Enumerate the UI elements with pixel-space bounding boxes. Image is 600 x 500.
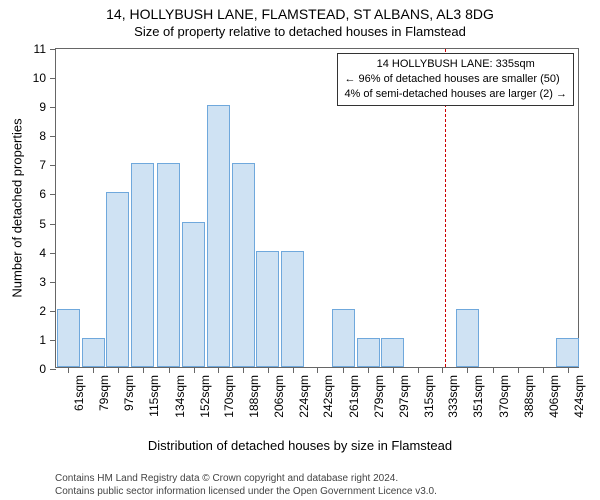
histogram-bar xyxy=(556,338,579,367)
xtick-line xyxy=(143,367,144,373)
xtick-label: 224sqm xyxy=(297,375,311,418)
xtick-label: 115sqm xyxy=(147,375,161,417)
xtick-line xyxy=(393,367,394,373)
xtick-line xyxy=(467,367,468,373)
chart-frame: 14, HOLLYBUSH LANE, FLAMSTEAD, ST ALBANS… xyxy=(0,0,600,500)
ytick-label: 11 xyxy=(34,42,56,56)
ytick-label: 1 xyxy=(39,333,56,347)
histogram-bar xyxy=(82,338,105,367)
title-line-2: Size of property relative to detached ho… xyxy=(0,24,600,39)
y-axis-label: Number of detached properties xyxy=(10,118,25,297)
xtick-label: 97sqm xyxy=(122,375,136,411)
xtick-line xyxy=(543,367,544,373)
xtick-line xyxy=(118,367,119,373)
xtick-label: 134sqm xyxy=(173,375,187,418)
annotation-larger: 4% of semi-detached houses are larger (2… xyxy=(344,87,567,102)
annotation-smaller: ← 96% of detached houses are smaller (50… xyxy=(344,72,567,87)
xtick-label: 370sqm xyxy=(497,375,511,418)
histogram-bar xyxy=(57,309,80,367)
xtick-line xyxy=(317,367,318,373)
plot-area: 0123456789101161sqm79sqm97sqm115sqm134sq… xyxy=(55,48,579,368)
annotation-title: 14 HOLLYBUSH LANE: 335sqm xyxy=(344,57,567,72)
xtick-line xyxy=(243,367,244,373)
xtick-label: 261sqm xyxy=(347,375,361,418)
histogram-bar xyxy=(357,338,380,367)
histogram-bar xyxy=(207,105,230,367)
ytick-label: 7 xyxy=(39,158,56,172)
xtick-line xyxy=(93,367,94,373)
histogram-bar xyxy=(157,163,180,367)
footer-line-1: Contains HM Land Registry data © Crown c… xyxy=(55,472,437,485)
xtick-label: 351sqm xyxy=(471,375,485,418)
xtick-line xyxy=(493,367,494,373)
histogram-bar xyxy=(232,163,255,367)
ytick-label: 10 xyxy=(33,71,56,85)
xtick-line xyxy=(218,367,219,373)
histogram-bar xyxy=(131,163,154,367)
xtick-line xyxy=(268,367,269,373)
footer-attribution: Contains HM Land Registry data © Crown c… xyxy=(55,472,437,498)
histogram-bar xyxy=(332,309,355,367)
ytick-label: 4 xyxy=(39,246,56,260)
ytick-label: 9 xyxy=(39,100,56,114)
histogram-bar xyxy=(456,309,479,367)
xtick-line xyxy=(293,367,294,373)
ytick-label: 3 xyxy=(39,275,56,289)
xtick-line xyxy=(368,367,369,373)
xtick-line xyxy=(169,367,170,373)
xtick-line xyxy=(568,367,569,373)
histogram-bar xyxy=(381,338,404,367)
xtick-label: 279sqm xyxy=(372,375,386,418)
xtick-label: 424sqm xyxy=(572,375,586,418)
histogram-bar xyxy=(256,251,279,367)
xtick-line xyxy=(442,367,443,373)
footer-line-2: Contains public sector information licen… xyxy=(55,485,437,498)
xtick-label: 170sqm xyxy=(222,375,236,418)
xtick-line xyxy=(194,367,195,373)
annotation-box: 14 HOLLYBUSH LANE: 335sqm← 96% of detach… xyxy=(337,53,574,106)
ytick-label: 6 xyxy=(39,187,56,201)
ytick-label: 0 xyxy=(39,362,56,376)
xtick-line xyxy=(68,367,69,373)
xtick-label: 206sqm xyxy=(272,375,286,418)
histogram-bar xyxy=(182,222,205,367)
xtick-label: 297sqm xyxy=(397,375,411,418)
ytick-label: 5 xyxy=(39,217,56,231)
x-axis-label: Distribution of detached houses by size … xyxy=(0,438,600,453)
histogram-bar xyxy=(106,192,129,367)
xtick-line xyxy=(518,367,519,373)
xtick-label: 79sqm xyxy=(97,375,111,411)
xtick-label: 315sqm xyxy=(422,375,436,418)
xtick-label: 61sqm xyxy=(72,375,86,411)
ytick-label: 8 xyxy=(39,129,56,143)
xtick-label: 388sqm xyxy=(522,375,536,418)
xtick-line xyxy=(343,367,344,373)
histogram-bar xyxy=(281,251,304,367)
xtick-label: 242sqm xyxy=(321,375,335,418)
ytick-label: 2 xyxy=(39,304,56,318)
xtick-label: 188sqm xyxy=(247,375,261,418)
xtick-label: 152sqm xyxy=(198,375,212,418)
xtick-line xyxy=(418,367,419,373)
xtick-label: 406sqm xyxy=(547,375,561,418)
title-line-1: 14, HOLLYBUSH LANE, FLAMSTEAD, ST ALBANS… xyxy=(0,6,600,22)
xtick-label: 333sqm xyxy=(446,375,460,418)
